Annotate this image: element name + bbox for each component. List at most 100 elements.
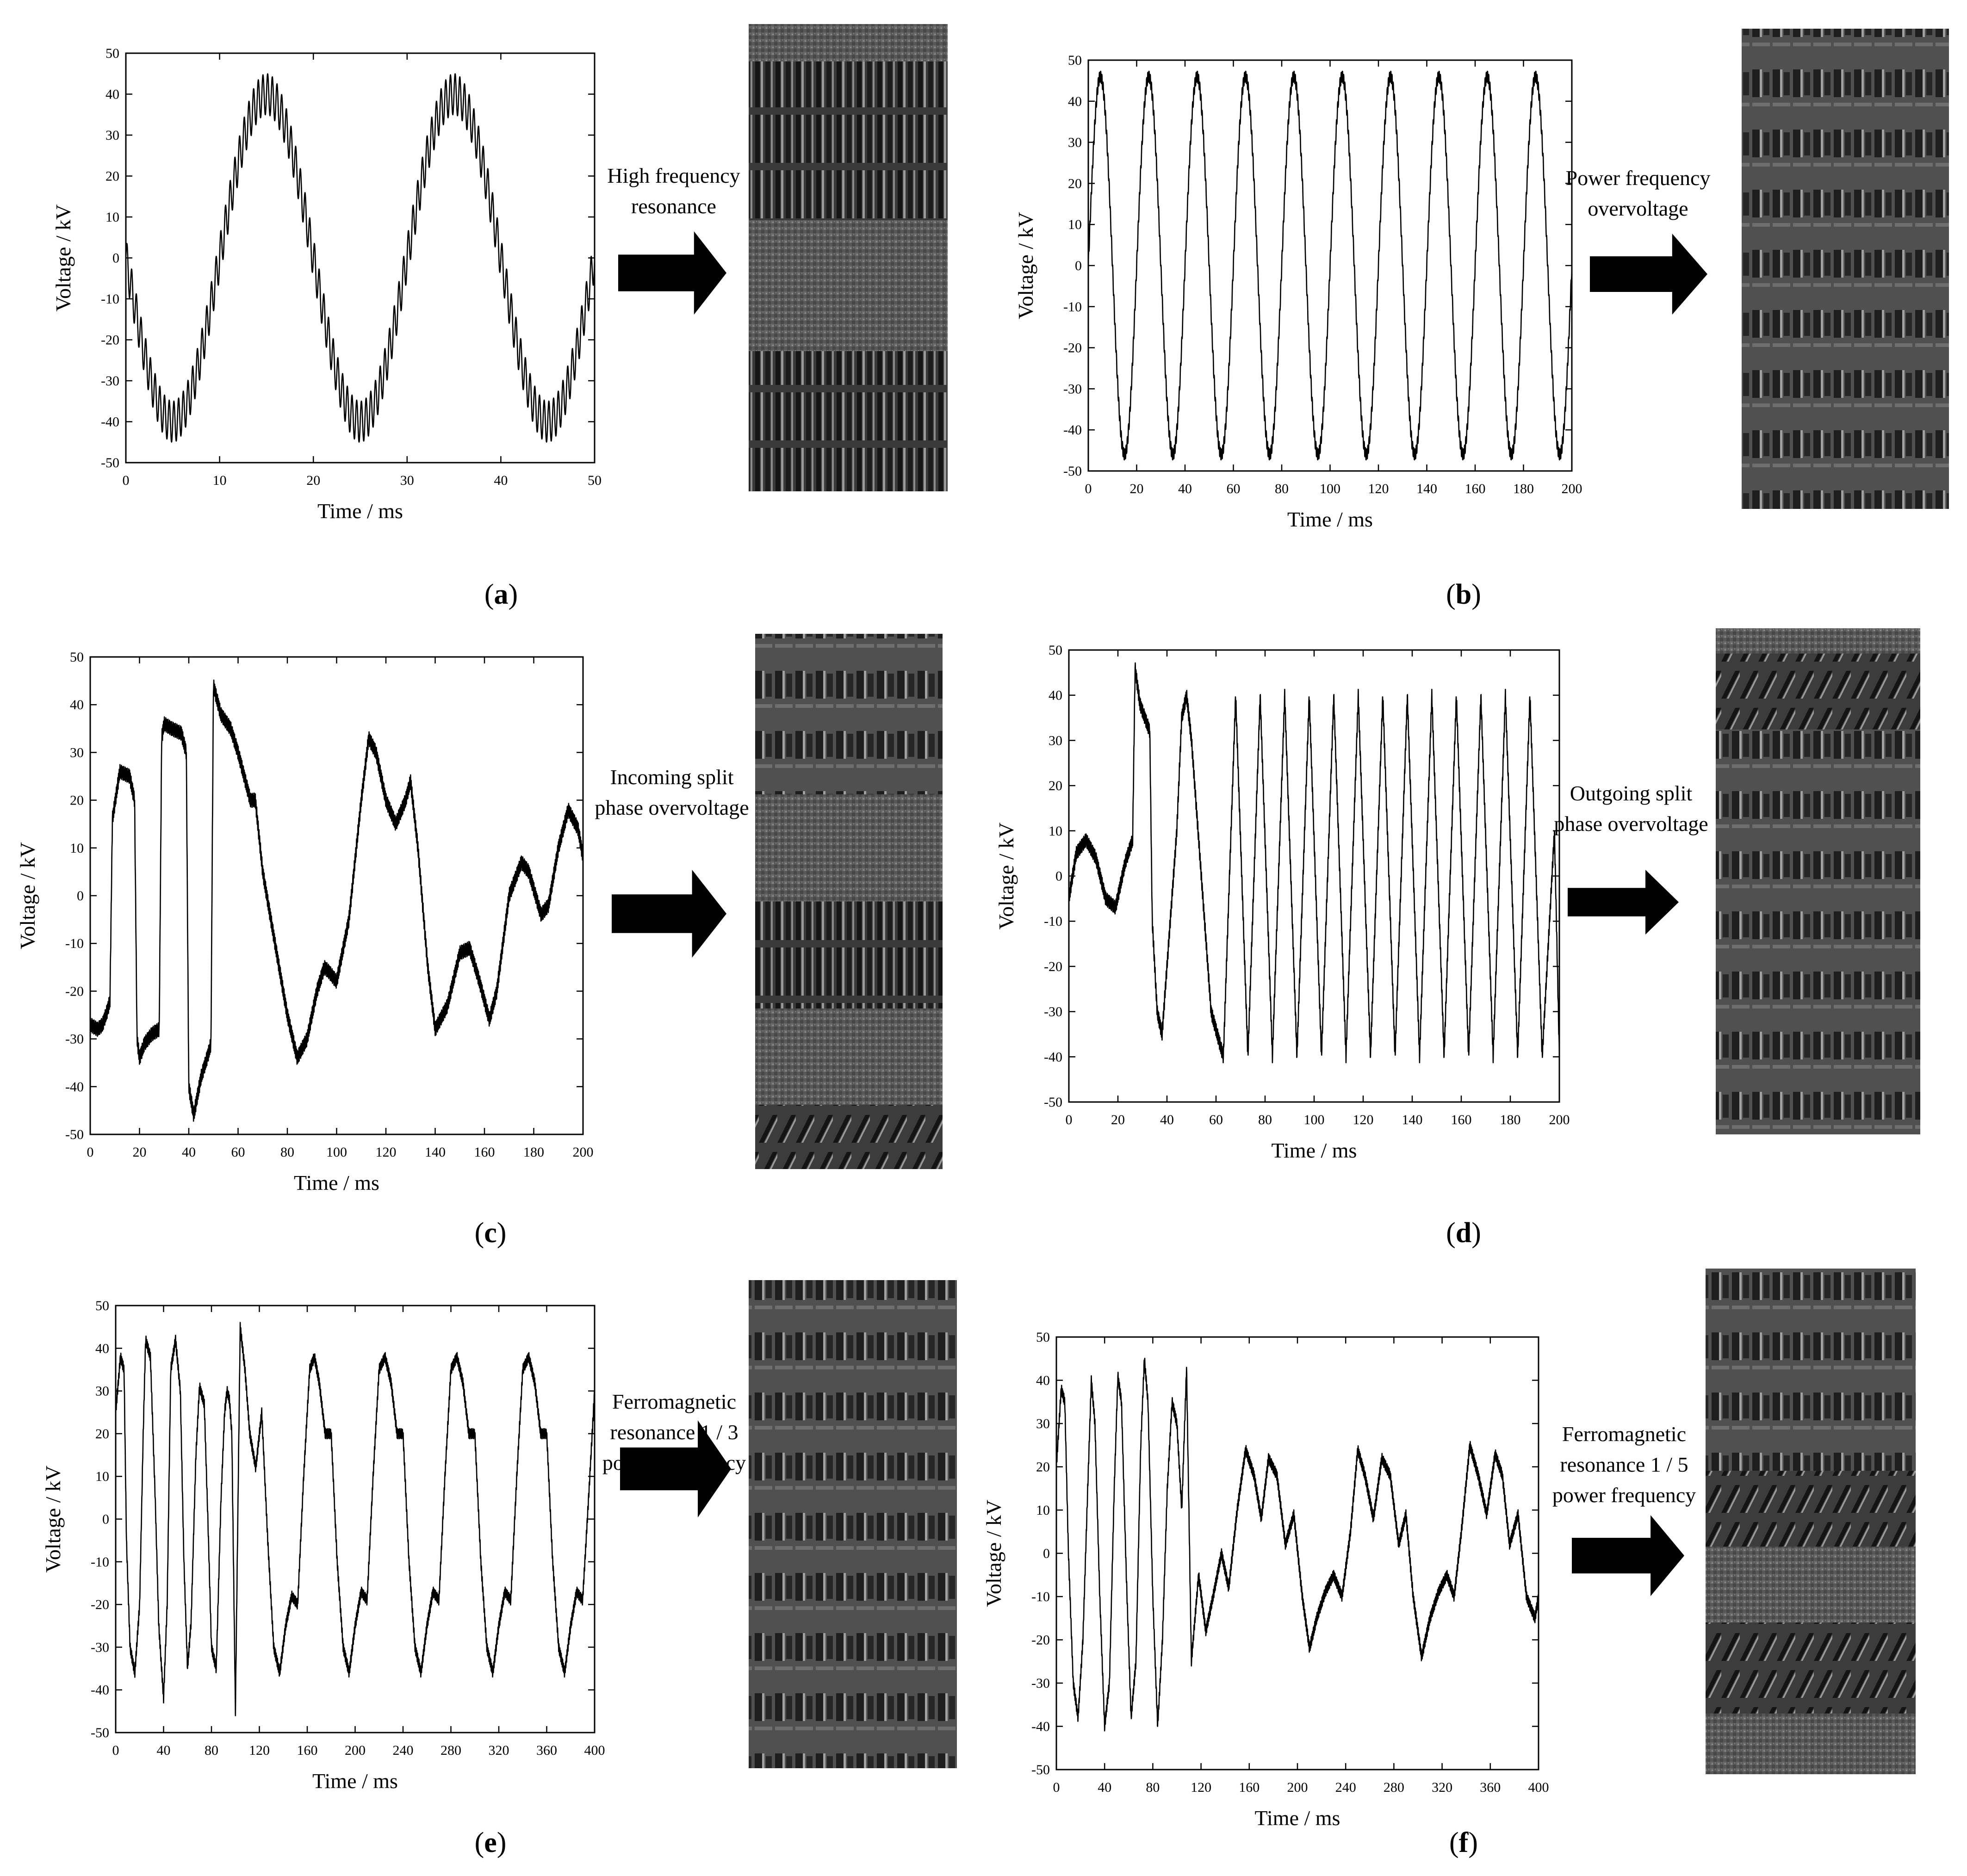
image-band xyxy=(1706,1269,1916,1471)
panel-caption: (f) xyxy=(1449,1827,1478,1858)
x-tick-label: 60 xyxy=(1209,1112,1223,1127)
y-tick-label: -10 xyxy=(65,936,84,951)
y-tick-label: 50 xyxy=(1049,643,1062,658)
x-tick-label: 100 xyxy=(1304,1112,1325,1127)
x-axis-label: Time / ms xyxy=(312,1769,398,1793)
y-tick-label: -30 xyxy=(1031,1676,1050,1691)
x-tick-label: 20 xyxy=(133,1145,147,1160)
panel-caption: (b) xyxy=(1446,579,1481,610)
x-tick-label: 280 xyxy=(441,1743,461,1758)
x-axis-label: Time / ms xyxy=(1272,1139,1357,1162)
x-tick-label: 400 xyxy=(584,1743,605,1758)
x-tick-label: 50 xyxy=(588,473,602,488)
annotation-line: power frequency xyxy=(1552,1483,1696,1507)
panel-caption: (e) xyxy=(475,1827,507,1858)
image-band xyxy=(749,1280,957,1768)
x-tick-label: 180 xyxy=(1500,1112,1521,1127)
arrow-icon xyxy=(612,870,726,958)
y-tick-label: -40 xyxy=(1044,1049,1062,1065)
y-tick-label: 40 xyxy=(1068,94,1082,109)
arrow-icon xyxy=(1568,870,1679,935)
x-tick-label: 40 xyxy=(494,473,508,488)
feature-image xyxy=(749,24,948,491)
x-tick-label: 200 xyxy=(1562,481,1582,496)
x-tick-label: 20 xyxy=(1130,481,1144,496)
image-band xyxy=(1742,29,1949,509)
y-tick-label: -30 xyxy=(91,1640,109,1655)
panel-e: 0 40 80 120 160 200 240 280 320 360 400-50-40-30-2… xyxy=(41,1280,957,1858)
x-tick-label: 80 xyxy=(280,1145,294,1160)
y-tick-label: 20 xyxy=(1036,1460,1050,1475)
y-tick-label: -30 xyxy=(1063,381,1082,396)
y-tick-label: 50 xyxy=(1068,53,1082,68)
series-line xyxy=(125,73,596,443)
y-tick-label: -50 xyxy=(1044,1095,1062,1110)
annotation-line: resonance xyxy=(631,194,716,218)
x-tick-label: 0 xyxy=(87,1145,94,1160)
y-tick-label: 0 xyxy=(112,251,119,266)
y-axis-label: Voltage / kV xyxy=(982,1500,1005,1607)
feature-image xyxy=(1742,29,1949,509)
y-tick-label: 20 xyxy=(95,1426,109,1442)
y-tick-label: 20 xyxy=(1068,176,1082,191)
panel-b: 0 20 40 60 80 100 120 140 160 180 200-50-40-30-20-… xyxy=(1014,29,1949,610)
x-tick-label: 200 xyxy=(1549,1112,1570,1127)
x-tick-label: 60 xyxy=(1227,481,1241,496)
y-tick-label: -50 xyxy=(65,1127,84,1142)
annotation-line: High frequency xyxy=(607,164,740,187)
x-tick-label: 360 xyxy=(536,1743,557,1758)
image-band xyxy=(1706,1713,1916,1774)
x-tick-label: 200 xyxy=(573,1145,594,1160)
x-tick-label: 40 xyxy=(1178,481,1192,496)
series-line xyxy=(89,679,584,1122)
y-tick-label: 10 xyxy=(105,210,119,225)
y-axis-label: Voltage / kV xyxy=(1014,212,1037,319)
y-tick-label: -40 xyxy=(1031,1719,1050,1734)
x-tick-label: 400 xyxy=(1528,1780,1549,1795)
y-tick-label: 0 xyxy=(77,888,84,904)
y-tick-label: 10 xyxy=(95,1469,109,1484)
x-tick-label: 200 xyxy=(1287,1780,1308,1795)
y-tick-label: 40 xyxy=(70,697,84,712)
panel-d: 0 20 40 60 80 100 120 140 160 180 200-50-40-30-20-… xyxy=(994,628,1920,1249)
y-tick-label: -50 xyxy=(1031,1762,1050,1777)
y-tick-label: 30 xyxy=(1049,733,1062,748)
x-tick-label: 80 xyxy=(205,1743,218,1758)
y-tick-label: 40 xyxy=(95,1341,109,1356)
y-tick-label: -20 xyxy=(91,1597,109,1612)
x-axis-label: Time / ms xyxy=(1255,1806,1340,1830)
y-axis-label: Voltage / kV xyxy=(51,204,75,312)
y-tick-label: -40 xyxy=(1063,422,1082,438)
y-tick-label: 30 xyxy=(95,1384,109,1399)
arrow-icon xyxy=(1572,1515,1684,1596)
image-band xyxy=(749,351,948,491)
arrow-icon xyxy=(620,1420,731,1517)
image-band xyxy=(1706,1547,1916,1623)
image-band xyxy=(1706,1471,1916,1547)
series-line xyxy=(115,1322,596,1716)
y-tick-label: 50 xyxy=(95,1298,109,1313)
feature-image xyxy=(749,1280,957,1768)
y-tick-label: 10 xyxy=(70,841,84,856)
x-tick-label: 280 xyxy=(1384,1780,1404,1795)
x-tick-label: 120 xyxy=(1353,1112,1374,1127)
series-line xyxy=(1068,662,1560,1064)
y-tick-label: -20 xyxy=(1031,1633,1050,1648)
y-tick-label: 40 xyxy=(1049,688,1062,703)
y-axis-label: Voltage / kV xyxy=(16,842,39,949)
y-axis-label: Voltage / kV xyxy=(41,1466,65,1573)
y-tick-label: 50 xyxy=(70,650,84,665)
panel-caption: (a) xyxy=(484,579,518,610)
x-tick-label: 140 xyxy=(425,1145,446,1160)
x-tick-label: 180 xyxy=(523,1145,544,1160)
y-tick-label: 40 xyxy=(1036,1373,1050,1388)
annotation-line: Incoming split xyxy=(610,765,733,789)
image-band xyxy=(755,634,943,795)
image-band xyxy=(749,24,948,62)
annotation-line: overvoltage xyxy=(1588,197,1688,220)
x-tick-label: 40 xyxy=(1098,1780,1111,1795)
arrow-icon xyxy=(618,231,726,315)
image-band xyxy=(755,794,943,902)
x-tick-label: 0 xyxy=(1053,1780,1060,1795)
